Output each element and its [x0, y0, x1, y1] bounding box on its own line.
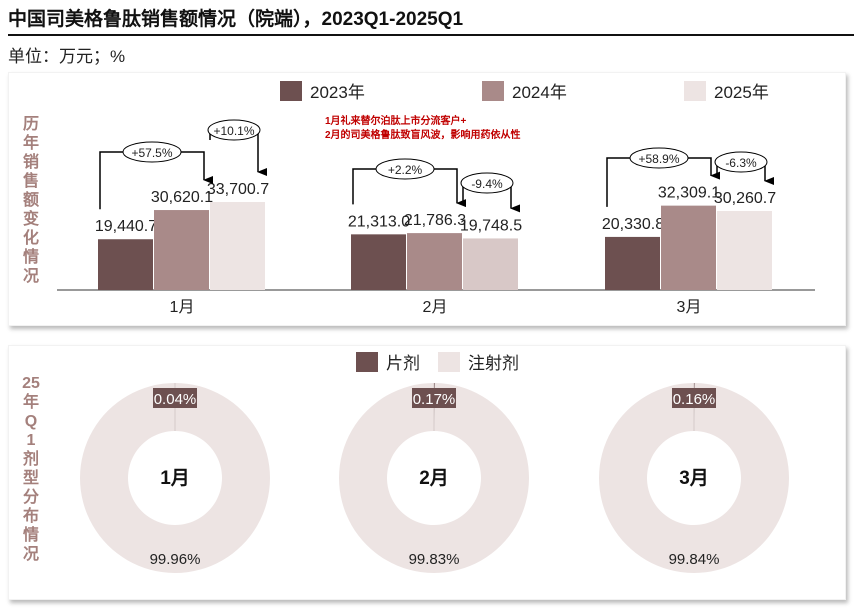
donut-label-tablet: 0.17% [413, 391, 456, 408]
donut-center-label: 3月 [679, 468, 709, 489]
growth-bubble [460, 172, 514, 194]
donut-center-label: 2月 [419, 468, 449, 489]
bar-2023年-2月 [351, 234, 406, 290]
unit-label: 单位：万元；% [8, 47, 126, 66]
donut-label-bg [153, 388, 197, 408]
annotation-line-1: 1月礼来替尔泊肽上市分流客户+ [325, 114, 467, 127]
data-label: 19,748.5 [460, 217, 522, 234]
growth-label: -6.3% [725, 156, 757, 170]
bar-2023年-1月 [98, 239, 153, 290]
page-title: 中国司美格鲁肽销售额情况（院端），2023Q1-2025Q1 [8, 9, 464, 30]
legend-swatch-2023年 [280, 81, 302, 101]
bar-panel-label: 历年销售额变化情况 [22, 116, 39, 285]
donut-slice-注射剂 [79, 383, 270, 573]
growth-label: +10.1% [213, 124, 254, 138]
annotation-line-2: 2月的司美格鲁肽致盲风波，影响用药依从性 [325, 128, 521, 141]
x-tick-label: 1月 [170, 299, 195, 316]
title-divider [8, 34, 854, 36]
data-label: 21,786.3 [404, 212, 466, 229]
growth-label: +57.5% [131, 146, 172, 160]
data-label: 30,620.1 [151, 189, 213, 206]
legend-label: 注射剂 [468, 354, 519, 373]
legend-label: 2023年 [310, 83, 365, 102]
donut-center-label: 1月 [160, 468, 190, 489]
data-label: 21,313.0 [348, 213, 410, 230]
data-label: 32,309.1 [658, 185, 720, 202]
growth-bubble [207, 119, 261, 141]
growth-bubble [714, 151, 768, 173]
legend-label: 片剂 [386, 354, 420, 373]
legend-swatch-片剂 [356, 352, 378, 372]
donut-label-tablet: 0.04% [154, 391, 197, 408]
growth-label: +58.9% [638, 152, 679, 166]
legend-swatch-2024年 [482, 81, 504, 101]
legend-label: 2025年 [714, 83, 769, 102]
legend-swatch-注射剂 [438, 352, 460, 372]
growth-label: +2.2% [388, 163, 423, 177]
donut-slice-注射剂 [338, 383, 529, 573]
growth-label: -9.4% [471, 177, 503, 191]
donut-slice-注射剂 [598, 383, 789, 573]
bar-2025年-3月 [717, 210, 772, 290]
growth-bubble [629, 147, 689, 169]
donut-panel-label: 25年Q1剂型分布情况 [22, 375, 40, 563]
donut-label-bg [672, 388, 716, 408]
bar-2024年-3月 [661, 205, 716, 290]
data-label: 30,260.7 [714, 190, 776, 207]
donut-label-tablet: 0.16% [673, 391, 716, 408]
growth-bubble [122, 141, 182, 163]
bar-2023年-3月 [605, 236, 660, 290]
bar-2025年-2月 [463, 238, 518, 290]
donut-label-injection: 99.83% [409, 551, 460, 568]
legend-swatch-2025年 [684, 81, 706, 101]
bar-2025年-1月 [210, 202, 265, 290]
data-label: 19,440.7 [95, 218, 157, 235]
bar-2024年-1月 [154, 210, 209, 290]
legend-label: 2024年 [512, 83, 567, 102]
donut-label-injection: 99.84% [669, 551, 720, 568]
x-tick-label: 2月 [423, 299, 448, 316]
donut-label-bg [412, 388, 456, 408]
bar-2024年-2月 [407, 233, 462, 290]
growth-bubble [375, 158, 435, 180]
donut-label-injection: 99.96% [150, 551, 201, 568]
x-tick-label: 3月 [677, 299, 702, 316]
data-label: 33,700.7 [207, 181, 269, 198]
data-label: 20,330.8 [602, 216, 664, 233]
